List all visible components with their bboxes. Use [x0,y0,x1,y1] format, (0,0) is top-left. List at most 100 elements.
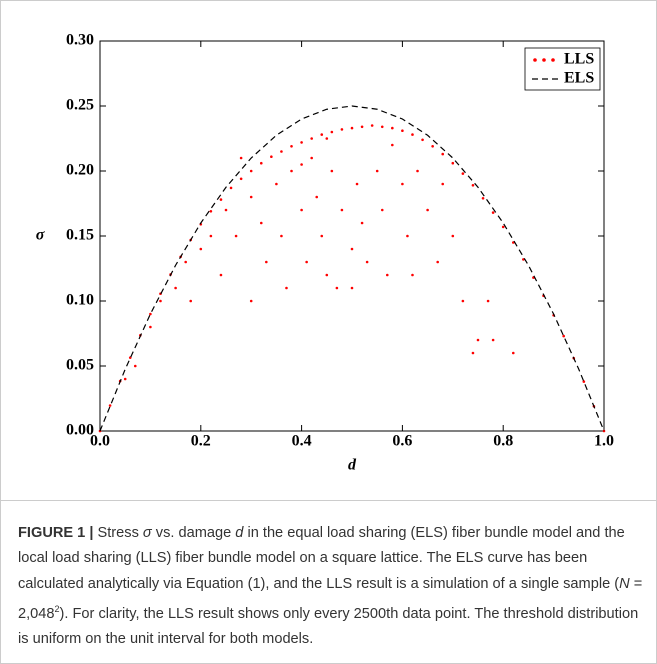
data-point [133,364,137,368]
data-point [219,198,223,201]
y-tick-label: 0.00 [66,422,94,439]
y-axis-label: σ [36,227,45,244]
caption-text: vs. damage [151,525,236,541]
data-point [239,177,243,181]
y-tick-label: 0.05 [66,357,94,374]
data-point [310,156,313,160]
data-point [350,247,354,251]
data-point [451,234,455,238]
data-point [108,404,112,407]
data-point [199,247,203,251]
x-tick-label: 0.0 [90,433,110,450]
data-point [325,137,329,140]
data-point [365,260,369,264]
data-point [471,184,475,187]
data-point [461,299,465,303]
data-point [385,273,389,277]
data-point [411,273,414,277]
data-point [239,156,243,160]
data-point [290,169,293,173]
legend-label: ELS [564,70,594,87]
y-tick-label: 0.25 [66,97,94,114]
data-point [340,128,344,131]
caption-symbol: d [235,525,244,541]
data-point [229,186,233,190]
data-point [416,169,419,173]
data-point [149,312,152,316]
data-point [380,125,384,129]
legend-box [524,47,601,91]
data-point [582,380,586,383]
legend-label: LLS [564,51,594,68]
data-point [411,133,414,136]
data-point [370,124,374,127]
data-point [249,169,253,173]
data-point [330,130,334,134]
data-point [481,197,485,200]
data-point [360,125,364,129]
legend-swatch [533,58,537,62]
data-point [209,234,213,238]
data-point [401,129,404,132]
x-tick-label: 0.4 [292,433,312,450]
caption-text: = 2,048 [18,575,643,622]
data-point [259,161,263,165]
data-point [149,325,152,329]
data-point [431,145,434,148]
data-point [441,152,445,156]
y-tick-label: 0.15 [66,227,94,244]
data-point [330,169,334,173]
data-point [436,260,439,264]
data-point [461,172,465,175]
x-axis-label: d [348,457,357,474]
data-point [491,211,495,214]
plot-frame [99,40,605,432]
data-point [259,221,263,225]
data-point [511,351,515,355]
data-point [270,155,273,158]
data-point [441,182,445,186]
data-point [320,234,324,238]
data-point [234,234,238,238]
x-tick-label: 1.0 [594,433,614,450]
caption-text: ). For clarity, the LLS result shows onl… [18,605,639,648]
data-point [280,150,283,153]
data-point [123,377,127,381]
caption-label: FIGURE 1 | [18,525,94,541]
y-tick-label: 0.10 [66,292,94,309]
data-point [350,126,354,130]
data-point [350,286,354,290]
data-point [265,260,268,264]
data-point [219,273,223,277]
data-point [174,286,177,290]
data-point [486,299,490,303]
data-point [290,145,293,148]
y-tick-label: 0.30 [66,32,94,49]
data-point [401,182,404,186]
data-point [380,208,384,212]
data-point [285,286,288,290]
data-point [471,351,475,355]
data-point [501,225,505,229]
data-point [421,138,424,142]
data-point [249,299,253,303]
data-point [340,208,344,212]
x-tick-label: 0.6 [392,433,412,450]
data-point [375,169,379,173]
data-point [426,208,429,212]
data-point [224,208,228,212]
data-point [451,161,455,165]
legend-swatch [551,58,555,62]
data-point [249,195,253,199]
y-tick-label: 0.20 [66,162,94,179]
data-point [189,299,193,303]
data-point [391,143,394,147]
data-point [315,195,319,199]
data-point [300,141,303,144]
data-point [280,234,283,238]
caption-text: in the equal load sharing (ELS) fiber bu… [18,525,625,592]
data-point [275,182,278,186]
data-point [325,273,329,277]
